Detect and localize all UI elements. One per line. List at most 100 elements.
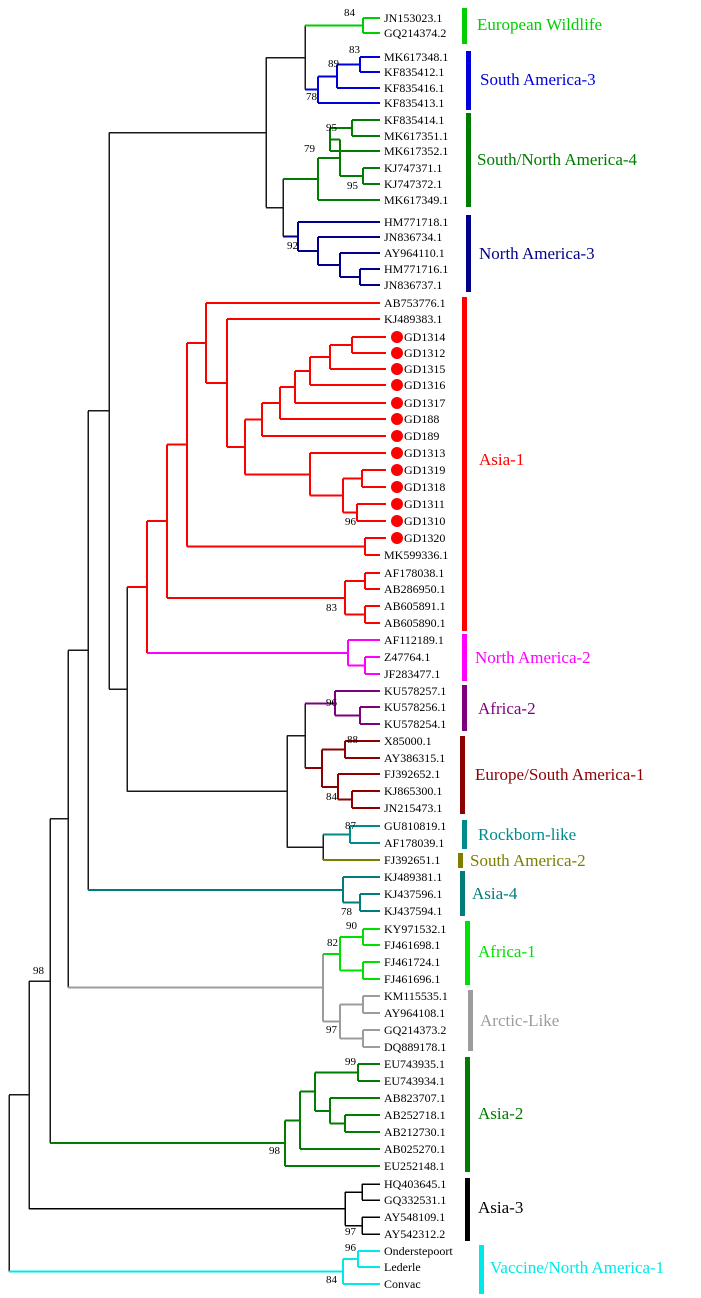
clade-label: Europe/South America-1 <box>475 765 645 784</box>
taxon-label: GQ214373.2 <box>384 1023 447 1037</box>
taxon-label: MK617349.1 <box>384 193 449 207</box>
taxon-label: GD1318 <box>404 480 446 494</box>
taxon-label: FJ392652.1 <box>384 767 441 781</box>
bootstrap-value: 83 <box>349 44 360 56</box>
clade-bar <box>465 921 470 985</box>
bootstrap-value: 78 <box>341 906 352 918</box>
taxon-label: GU810819.1 <box>384 819 447 833</box>
taxon-label: KU578254.1 <box>384 717 447 731</box>
bootstrap-value: 95 <box>347 180 358 192</box>
clade-label: South/North America-4 <box>477 150 638 169</box>
taxon-label: Z47764.1 <box>384 650 431 664</box>
taxon-label: AB252718.1 <box>384 1108 446 1122</box>
bootstrap-value: 96 <box>326 697 337 709</box>
taxon-label: FJ392651.1 <box>384 853 441 867</box>
clade-label: Asia-2 <box>478 1104 524 1123</box>
taxon-label: AY386315.1 <box>384 751 446 765</box>
bootstrap-value: 87 <box>345 820 356 832</box>
red-dot-marker-icon <box>391 430 403 442</box>
clade-label: South America-2 <box>470 851 586 870</box>
taxon-label: GD1310 <box>404 514 446 528</box>
taxon-label: AB605890.1 <box>384 616 446 630</box>
clade-label: Africa-2 <box>478 699 536 718</box>
taxon-label: AF178038.1 <box>384 566 445 580</box>
clade-bar <box>460 736 465 814</box>
bootstrap-value: 78 <box>306 91 317 103</box>
red-dot-marker-icon <box>391 464 403 476</box>
clade-label: Asia-4 <box>472 884 518 903</box>
taxon-label: Lederle <box>384 1260 421 1274</box>
taxon-label: JN836734.1 <box>384 230 443 244</box>
clade-label: Asia-3 <box>478 1198 524 1217</box>
taxon-label: JN836737.1 <box>384 278 443 292</box>
red-dot-marker-icon <box>391 515 403 527</box>
bootstrap-value: 97 <box>345 1226 356 1238</box>
taxon-label: GD1312 <box>404 346 446 360</box>
bootstrap-value: 97 <box>326 1024 337 1036</box>
bootstrap-value: 84 <box>326 1274 337 1286</box>
taxon-label: FJ461724.1 <box>384 955 441 969</box>
taxon-label: MK617348.1 <box>384 50 449 64</box>
bootstrap-value: 98 <box>33 965 44 977</box>
red-dot-marker-icon <box>391 331 403 343</box>
taxon-label: AF112189.1 <box>384 633 444 647</box>
taxon-label: KJ437594.1 <box>384 904 443 918</box>
taxon-label: GD1314 <box>404 330 446 344</box>
clade-bar <box>460 871 465 916</box>
clade-bar <box>466 113 471 207</box>
bootstrap-value: 90 <box>346 920 357 932</box>
clade-label: North America-3 <box>479 244 595 263</box>
bootstrap-value: 99 <box>345 1056 356 1068</box>
taxon-label: KU578257.1 <box>384 684 447 698</box>
red-dot-marker-icon <box>391 363 403 375</box>
taxon-label: JN215473.1 <box>384 801 443 815</box>
clade-bar <box>468 990 473 1051</box>
taxon-label: EU252148.1 <box>384 1159 445 1173</box>
taxon-label: GD1313 <box>404 446 446 460</box>
taxon-label: EU743934.1 <box>384 1074 445 1088</box>
taxon-label: MK617351.1 <box>384 129 449 143</box>
clade-bar <box>465 1057 470 1172</box>
bootstrap-value: 88 <box>347 734 358 746</box>
bootstrap-value: 89 <box>328 58 339 70</box>
clade-bar <box>462 685 467 731</box>
taxon-label: KF835416.1 <box>384 81 445 95</box>
taxon-label: MK617352.1 <box>384 144 449 158</box>
taxon-label: Onderstepoort <box>384 1244 453 1258</box>
taxon-label: HM771716.1 <box>384 262 449 276</box>
taxon-label: GQ332531.1 <box>384 1193 447 1207</box>
bootstrap-value: 83 <box>326 602 337 614</box>
clade-bar <box>466 51 471 110</box>
bootstrap-value: 84 <box>326 791 337 803</box>
bootstrap-value: 96 <box>345 516 356 528</box>
taxon-label: AY548109.1 <box>384 1210 446 1224</box>
taxon-label: HM771718.1 <box>384 215 449 229</box>
taxon-label: HQ403645.1 <box>384 1177 447 1191</box>
clade-label: Asia-1 <box>479 450 525 469</box>
taxon-label: AB823707.1 <box>384 1091 446 1105</box>
clade-bar <box>458 853 463 868</box>
taxon-label: EU743935.1 <box>384 1057 445 1071</box>
taxon-label: GQ214374.2 <box>384 26 447 40</box>
taxon-label: GD1320 <box>404 531 446 545</box>
bootstrap-value: 95 <box>326 122 337 134</box>
taxon-label: GD1319 <box>404 463 446 477</box>
taxon-label: AF178039.1 <box>384 836 445 850</box>
taxon-label: X85000.1 <box>384 734 432 748</box>
taxon-label: AB025270.1 <box>384 1142 446 1156</box>
red-dot-marker-icon <box>391 447 403 459</box>
taxon-label: KJ437596.1 <box>384 887 443 901</box>
taxon-label: GD1315 <box>404 362 446 376</box>
taxon-label: KJ489381.1 <box>384 870 443 884</box>
taxon-label: GD188 <box>404 412 440 426</box>
red-dot-marker-icon <box>391 397 403 409</box>
taxon-label: MK599336.1 <box>384 548 449 562</box>
taxon-label: KU578256.1 <box>384 700 447 714</box>
taxon-label: FJ461698.1 <box>384 938 441 952</box>
clade-label: Africa-1 <box>478 942 536 961</box>
red-dot-marker-icon <box>391 347 403 359</box>
taxon-label: KJ747371.1 <box>384 161 443 175</box>
taxon-label: FJ461696.1 <box>384 972 441 986</box>
